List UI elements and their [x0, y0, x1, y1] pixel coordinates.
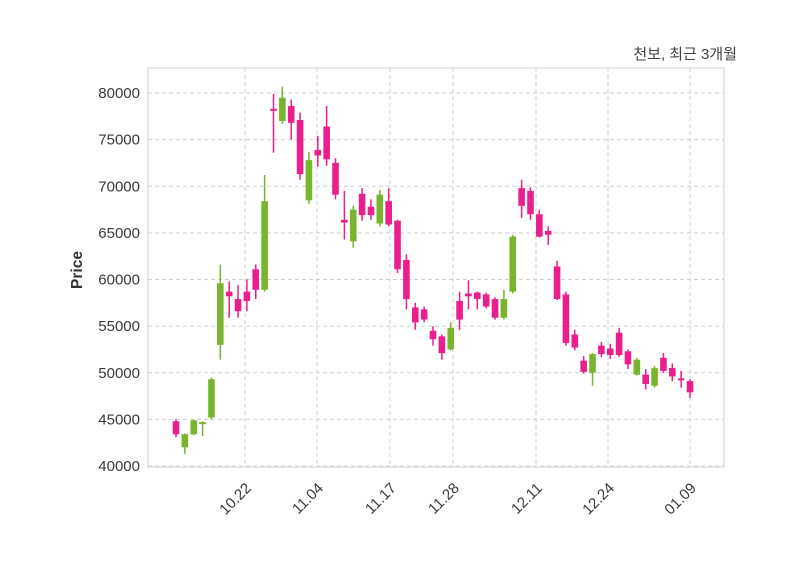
candle-down [243, 291, 251, 301]
candle-up [217, 283, 224, 345]
tick-layer: 80000 75000 70000 65000 60000 55000 50000 45000… [98, 85, 700, 518]
candle-down [660, 357, 667, 371]
candle-down [615, 332, 623, 356]
candle-down [668, 368, 676, 377]
candle-down [403, 259, 410, 300]
candle-down [429, 330, 437, 340]
x-tick-label: 12.24 [579, 480, 618, 519]
y-tick-label: 70000 [98, 178, 140, 195]
candle-down [225, 291, 233, 297]
candle-down [465, 293, 472, 297]
candle-down [518, 188, 525, 206]
x-tick-label: 01.09 [661, 480, 700, 519]
candle-down [234, 299, 242, 312]
candle-down [438, 336, 446, 354]
candle-down [491, 299, 499, 318]
y-tick-label: 40000 [98, 458, 140, 475]
candle-down [252, 269, 260, 290]
candle-up [447, 327, 455, 350]
candle-down [624, 351, 632, 365]
candle-down [314, 149, 322, 156]
candle-up [208, 379, 215, 418]
candle-down [270, 108, 277, 111]
x-tick-label: 10.22 [216, 480, 255, 519]
y-tick-label: 75000 [98, 132, 140, 149]
y-tick-label: 55000 [98, 318, 140, 335]
candle-up [500, 299, 508, 318]
candle-down [544, 231, 552, 235]
candle-up [305, 160, 313, 201]
candle-down [411, 307, 419, 323]
candle-up [633, 359, 641, 375]
candle-up [279, 97, 286, 121]
candle-down [580, 360, 587, 372]
candle-down [394, 220, 401, 270]
candle-down [527, 190, 534, 215]
candle-layer [172, 86, 694, 454]
candle-down [553, 266, 561, 300]
candle-up [651, 368, 658, 386]
candle-up [190, 420, 198, 435]
x-tick-label: 11.17 [362, 480, 400, 518]
candle-down [358, 193, 366, 216]
y-tick-label: 60000 [98, 272, 140, 289]
candle-down [686, 381, 694, 393]
y-tick-label: 50000 [98, 365, 140, 382]
y-tick-label: 80000 [98, 85, 140, 102]
candle-down [385, 201, 392, 225]
y-tick-label: 45000 [98, 411, 140, 428]
candle-down [562, 294, 570, 343]
candle-down [482, 294, 490, 307]
candle-up [589, 354, 596, 373]
candle-down [598, 345, 605, 355]
candle-down [332, 162, 339, 195]
candle-up [509, 236, 517, 292]
candle-up [261, 201, 268, 290]
candle-down [367, 206, 375, 216]
candle-up [376, 194, 384, 224]
candle-up [181, 434, 189, 448]
candle-down [420, 309, 428, 320]
candle-down [287, 106, 295, 123]
candle-down [642, 374, 649, 384]
x-tick-label: 11.28 [425, 480, 463, 518]
candle-down [474, 292, 481, 300]
y-tick-label: 65000 [98, 225, 140, 242]
candle-down [172, 421, 180, 435]
candle-up [199, 422, 206, 425]
grid-layer [147, 67, 725, 468]
chart-title: 천보, 최근 3개월 [633, 46, 737, 63]
candle-down [323, 126, 330, 160]
candle-up [349, 209, 357, 242]
y-axis-label: Price [69, 251, 86, 289]
candle-down [296, 120, 304, 175]
candle-down [571, 334, 579, 348]
candle-down [456, 300, 463, 320]
x-tick-label: 12.11 [508, 480, 546, 518]
candle-down [341, 219, 348, 223]
candle-down [606, 348, 614, 356]
plot-border [147, 67, 725, 468]
x-tick-label: 11.04 [289, 480, 327, 518]
candle-down [536, 214, 543, 237]
candle-down [677, 378, 685, 381]
